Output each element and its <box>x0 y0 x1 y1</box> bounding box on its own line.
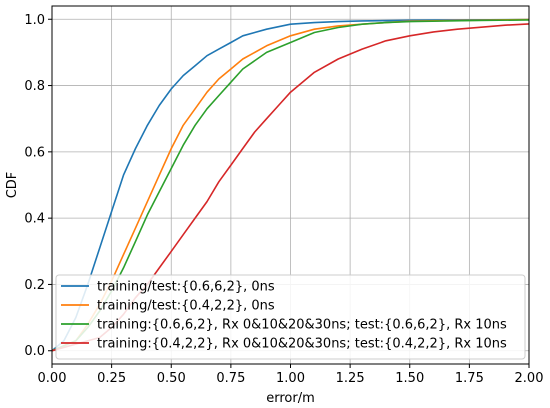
x-tick-label: 0.25 <box>97 371 126 386</box>
y-tick-label: 0.2 <box>24 278 45 293</box>
y-tick-label: 0.8 <box>24 79 45 94</box>
y-tick-label: 0.6 <box>24 145 45 160</box>
y-axis-label: CDF <box>5 172 20 199</box>
series-line-1 <box>51 18 530 352</box>
x-tick-label: 1.00 <box>276 371 305 386</box>
x-tick-label: 2.00 <box>515 371 544 386</box>
y-tick-label: 0.0 <box>24 344 45 359</box>
x-tick-label: 1.25 <box>336 371 365 386</box>
legend-label: training/test:{0.4,2,2}, 0ns <box>97 299 275 314</box>
axis-ticks: 0.00 0.25 0.50 0.75 1.00 1.25 1.50 1.75 2.00 0.0 0… <box>24 13 543 386</box>
x-tick-label: 0.75 <box>216 371 245 386</box>
legend-label: training:{0.4,2,2}, Rx 0&10&20&30ns; tes… <box>97 337 507 352</box>
x-tick-label: 1.50 <box>395 371 424 386</box>
x-tick-label: 1.75 <box>455 371 484 386</box>
legend-label: training/test:{0.6,6,2}, 0ns <box>97 280 275 295</box>
y-tick-label: 1.0 <box>24 13 45 28</box>
x-tick-label: 0.00 <box>38 371 67 386</box>
y-tick-label: 0.4 <box>24 212 45 227</box>
x-tick-label: 0.50 <box>157 371 186 386</box>
legend-label: training:{0.6,6,2}, Rx 0&10&20&30ns; tes… <box>97 318 507 333</box>
x-axis-label: error/m <box>266 391 315 406</box>
legend: training/test:{0.6,6,2}, 0ns training/tes… <box>55 274 526 360</box>
legend-box <box>55 274 526 360</box>
